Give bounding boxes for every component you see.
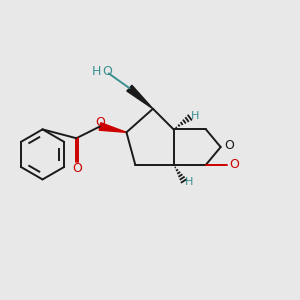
Text: H: H <box>185 177 193 188</box>
Text: H: H <box>191 111 199 121</box>
Polygon shape <box>99 123 126 132</box>
Text: O: O <box>72 162 82 175</box>
Text: H: H <box>92 64 101 78</box>
Text: O: O <box>102 64 112 78</box>
Text: O: O <box>96 116 106 129</box>
Text: O: O <box>224 139 234 152</box>
Text: O: O <box>229 158 239 171</box>
Polygon shape <box>127 85 153 109</box>
